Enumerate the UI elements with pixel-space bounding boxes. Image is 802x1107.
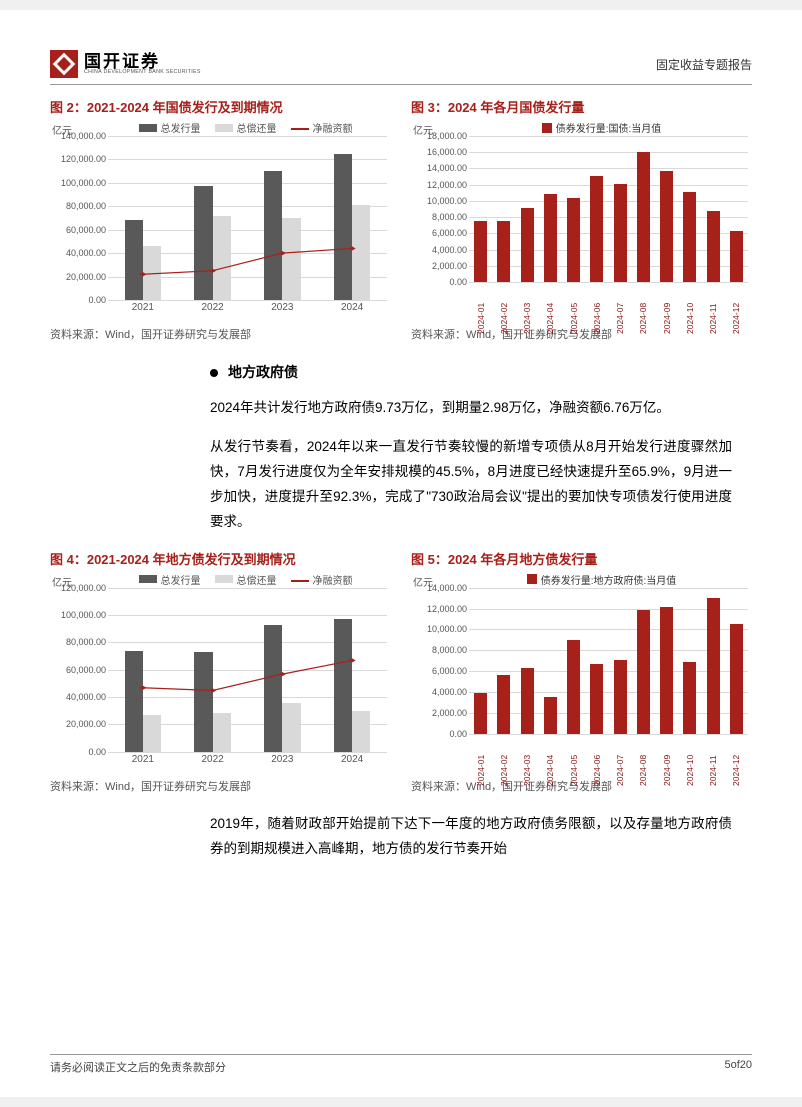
paragraph-3: 2019年，随着财政部开始提前下达下一年度的地方政府债务限额，以及存量地方政府债… — [210, 812, 732, 862]
paragraph-2: 从发行节奏看，2024年以来一直发行节奏较慢的新增专项债从8月开始发行进度骤然加… — [210, 435, 732, 535]
chart-3-canvas: 亿元债券发行量:国债:当月值0.002,000.004,000.006,000.… — [411, 122, 752, 322]
chart-5: 图 5：2024 年各月地方债发行量 亿元债券发行量:地方政府债:当月值0.00… — [411, 549, 752, 794]
section-heading: 地方政府债 — [210, 360, 732, 386]
chart-row-1: 图 2：2021-2024 年国债发行及到期情况 亿元总发行量总偿还量净融资额0… — [50, 97, 752, 342]
chart-3-title: 图 3：2024 年各月国债发行量 — [411, 97, 752, 116]
paragraph-1: 2024年共计发行地方政府债9.73万亿，到期量2.98万亿，净融资额6.76万… — [210, 396, 732, 421]
chart-4: 图 4：2021-2024 年地方债发行及到期情况 亿元总发行量总偿还量净融资额… — [50, 549, 391, 794]
footer-disclaimer: 请务必阅读正文之后的免责条款部分 — [50, 1059, 226, 1075]
chart-2: 图 2：2021-2024 年国债发行及到期情况 亿元总发行量总偿还量净融资额0… — [50, 97, 391, 342]
chart-row-2: 图 4：2021-2024 年地方债发行及到期情况 亿元总发行量总偿还量净融资额… — [50, 549, 752, 794]
section-heading-text: 地方政府债 — [228, 360, 298, 386]
chart-4-source: 资料来源：Wind，国开证券研究与发展部 — [50, 778, 391, 794]
chart-2-source: 资料来源：Wind，国开证券研究与发展部 — [50, 326, 391, 342]
footer-page-number: 5of20 — [724, 1059, 752, 1075]
page-footer: 请务必阅读正文之后的免责条款部分 5of20 — [50, 1054, 752, 1075]
logo-text-en: CHINA DEVELOPMENT BANK SECURITIES — [84, 70, 201, 75]
page-root: 国开证券 CHINA DEVELOPMENT BANK SECURITIES 固… — [0, 10, 802, 1097]
chart-2-title: 图 2：2021-2024 年国债发行及到期情况 — [50, 97, 391, 116]
logo-block: 国开证券 CHINA DEVELOPMENT BANK SECURITIES — [50, 50, 201, 78]
chart-2-canvas: 亿元总发行量总偿还量净融资额0.0020,000.0040,000.0060,0… — [50, 122, 391, 322]
logo-text-cn: 国开证券 — [84, 53, 201, 70]
page-header: 国开证券 CHINA DEVELOPMENT BANK SECURITIES 固… — [50, 50, 752, 85]
chart-5-canvas: 亿元债券发行量:地方政府债:当月值0.002,000.004,000.006,0… — [411, 574, 752, 774]
chart-4-canvas: 亿元总发行量总偿还量净融资额0.0020,000.0040,000.0060,0… — [50, 574, 391, 774]
chart-3: 图 3：2024 年各月国债发行量 亿元债券发行量:国债:当月值0.002,00… — [411, 97, 752, 342]
chart-4-title: 图 4：2021-2024 年地方债发行及到期情况 — [50, 549, 391, 568]
bullet-icon — [210, 369, 218, 377]
logo-icon — [50, 50, 78, 78]
header-report-type: 固定收益专题报告 — [656, 56, 752, 73]
chart-5-title: 图 5：2024 年各月地方债发行量 — [411, 549, 752, 568]
section-local-gov: 地方政府债 2024年共计发行地方政府债9.73万亿，到期量2.98万亿，净融资… — [210, 360, 732, 535]
bottom-paragraph-block: 2019年，随着财政部开始提前下达下一年度的地方政府债务限额，以及存量地方政府债… — [210, 812, 732, 862]
